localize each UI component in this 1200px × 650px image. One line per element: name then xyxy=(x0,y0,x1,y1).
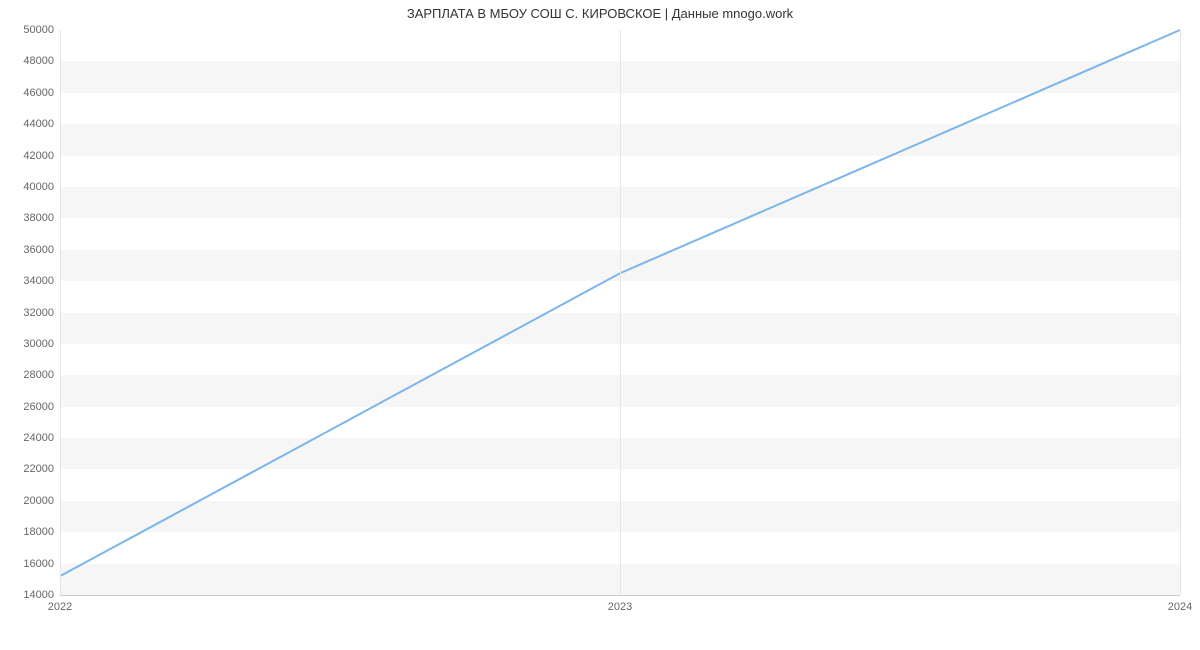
y-tick-label: 42000 xyxy=(23,150,54,162)
y-tick-label: 36000 xyxy=(23,244,54,256)
x-axis-line xyxy=(60,595,1180,596)
x-gridline xyxy=(1180,30,1181,595)
y-tick-label: 18000 xyxy=(23,526,54,538)
x-gridline xyxy=(620,30,621,595)
y-tick-label: 20000 xyxy=(23,495,54,507)
y-tick-label: 14000 xyxy=(23,589,54,601)
y-tick-label: 48000 xyxy=(23,55,54,67)
y-tick-label: 30000 xyxy=(23,338,54,350)
salary-line-chart: ЗАРПЛАТА В МБОУ СОШ С. КИРОВСКОЕ | Данны… xyxy=(0,0,1200,650)
y-tick-label: 34000 xyxy=(23,275,54,287)
x-tick-label: 2023 xyxy=(608,601,632,613)
y-tick-label: 28000 xyxy=(23,369,54,381)
y-tick-label: 26000 xyxy=(23,401,54,413)
y-tick-label: 40000 xyxy=(23,181,54,193)
plot-area: 1400016000180002000022000240002600028000… xyxy=(60,30,1180,595)
x-gridline xyxy=(60,30,61,595)
y-tick-label: 50000 xyxy=(23,24,54,36)
y-tick-label: 38000 xyxy=(23,212,54,224)
y-tick-label: 22000 xyxy=(23,463,54,475)
x-tick-label: 2022 xyxy=(48,601,72,613)
x-tick-label: 2024 xyxy=(1168,601,1192,613)
y-tick-label: 44000 xyxy=(23,118,54,130)
chart-title: ЗАРПЛАТА В МБОУ СОШ С. КИРОВСКОЕ | Данны… xyxy=(0,6,1200,21)
y-tick-label: 46000 xyxy=(23,87,54,99)
y-tick-label: 32000 xyxy=(23,307,54,319)
y-tick-label: 16000 xyxy=(23,558,54,570)
y-tick-label: 24000 xyxy=(23,432,54,444)
